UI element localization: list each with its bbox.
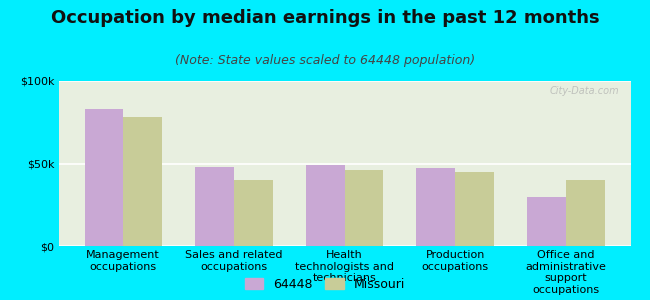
Bar [306, 165, 345, 246]
Text: (Note: State values scaled to 64448 population): (Note: State values scaled to 64448 popu… [175, 54, 475, 67]
Bar [234, 180, 272, 246]
Text: City-Data.com: City-Data.com [549, 86, 619, 96]
Bar [195, 167, 234, 246]
Text: Occupation by median earnings in the past 12 months: Occupation by median earnings in the pas… [51, 9, 599, 27]
Bar [455, 172, 494, 246]
Bar [124, 117, 162, 246]
Bar [566, 180, 604, 246]
Bar [84, 109, 124, 246]
Legend: 64448, Missouri: 64448, Missouri [244, 278, 406, 291]
Bar [527, 196, 566, 246]
Bar [417, 168, 455, 246]
Bar [344, 170, 383, 246]
